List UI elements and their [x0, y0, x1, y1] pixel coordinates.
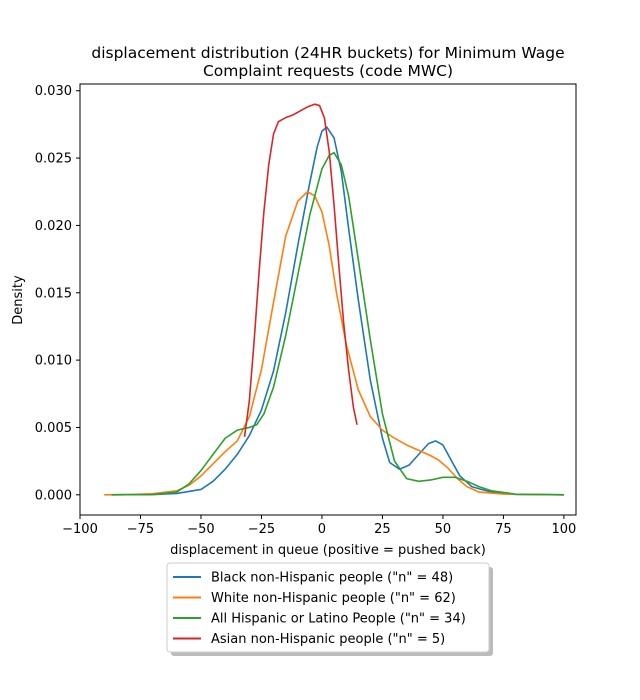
x-tick-label: −75 [127, 522, 154, 537]
series-line-1 [104, 190, 564, 496]
y-axis-label: Density [11, 275, 26, 325]
x-tick-label: −25 [248, 522, 275, 537]
x-tick-label: 0 [318, 522, 326, 537]
x-tick-label: 100 [551, 522, 576, 537]
y-axis-ticks: 0.000 0.005 0.010 0.015 0.020 0.025 0.030 [35, 84, 80, 503]
legend: Black non-Hispanic people ("n" = 48) Whit… [166, 562, 493, 656]
legend-label-2: All Hispanic or Latino People ("n" = 34) [211, 612, 466, 627]
y-tick-label: 0.000 [35, 488, 72, 503]
legend-label-0: Black non-Hispanic people ("n" = 48) [211, 571, 453, 586]
plot-frame [79, 83, 577, 516]
legend-items: Black non-Hispanic people ("n" = 48) Whit… [173, 571, 466, 647]
x-tick-label: −100 [62, 522, 98, 537]
chart-title-line-2: Complaint requests (code MWC) [203, 62, 453, 80]
y-tick-label: 0.020 [35, 219, 72, 234]
legend-box [166, 562, 490, 653]
y-tick-label: 0.010 [35, 354, 72, 369]
x-axis-label: displacement in queue (positive = pushed… [170, 543, 486, 558]
series-line-2 [111, 151, 564, 496]
legend-label-3: Asian non-Hispanic people ("n" = 5) [211, 632, 445, 647]
x-tick-label: −50 [187, 522, 214, 537]
y-tick-label: 0.030 [35, 84, 72, 99]
series-line-3 [243, 103, 358, 437]
y-tick-label: 0.015 [35, 286, 72, 301]
y-tick-label: 0.025 [35, 152, 72, 167]
x-tick-label: 50 [435, 522, 452, 537]
series-line-0 [111, 126, 564, 496]
y-tick-label: 0.005 [35, 421, 72, 436]
x-tick-label: 75 [495, 522, 512, 537]
legend-label-1: White non-Hispanic people ("n" = 62) [211, 591, 456, 606]
plot-lines [104, 103, 564, 496]
x-axis-ticks: −100 −75 −50 −25 0 25 50 75 100 [62, 515, 576, 537]
chart-title-line-1: displacement distribution (24HR buckets)… [91, 44, 564, 62]
x-tick-label: 25 [374, 522, 391, 537]
